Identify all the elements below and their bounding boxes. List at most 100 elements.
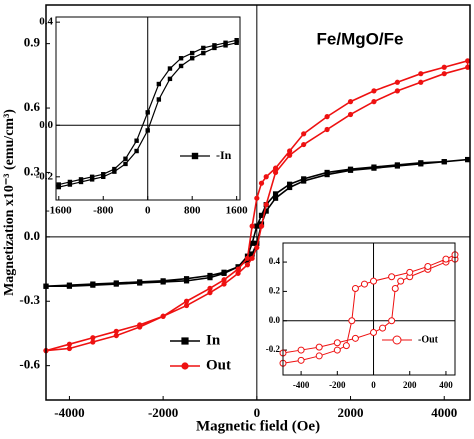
y-tick-label: -0.6 bbox=[19, 357, 40, 372]
marker bbox=[145, 128, 150, 133]
y-tick-label: -0.3 bbox=[19, 292, 40, 307]
x-tick-label: 800 bbox=[184, 205, 201, 217]
marker bbox=[123, 156, 128, 161]
marker bbox=[145, 110, 150, 115]
x-tick-label: 0 bbox=[371, 380, 376, 390]
marker bbox=[301, 131, 307, 137]
y-tick-label: 0.4 bbox=[269, 256, 281, 266]
x-tick-label: 1600 bbox=[226, 205, 249, 217]
marker bbox=[207, 275, 213, 281]
marker bbox=[272, 165, 279, 171]
x-tick-label: 4000 bbox=[431, 405, 457, 420]
marker bbox=[348, 317, 356, 325]
marker bbox=[90, 339, 96, 345]
y-tick-label: 0.0 bbox=[269, 315, 281, 325]
marker bbox=[56, 182, 61, 187]
x-tick-label: -800 bbox=[93, 205, 114, 217]
y-tick-label: 0.4 bbox=[39, 16, 53, 28]
marker bbox=[134, 148, 139, 154]
frame bbox=[55, 16, 241, 201]
marker bbox=[178, 56, 184, 61]
inset-background bbox=[283, 243, 455, 375]
marker bbox=[244, 255, 251, 261]
marker bbox=[244, 262, 251, 268]
marker bbox=[56, 184, 61, 190]
marker bbox=[315, 352, 323, 360]
marker bbox=[333, 346, 341, 354]
marker bbox=[167, 76, 173, 82]
marker bbox=[66, 283, 73, 289]
marker bbox=[388, 273, 396, 281]
marker bbox=[90, 282, 96, 288]
legend-label: Out bbox=[206, 357, 231, 373]
marker bbox=[183, 298, 190, 304]
y-tick-label: 0.9 bbox=[24, 35, 41, 50]
x-tick-label: 0 bbox=[145, 205, 151, 217]
marker bbox=[301, 176, 307, 182]
marker bbox=[351, 284, 359, 292]
marker bbox=[234, 37, 239, 43]
marker bbox=[160, 313, 166, 319]
marker bbox=[101, 172, 106, 177]
marker bbox=[113, 332, 119, 339]
marker bbox=[371, 164, 377, 170]
marker bbox=[221, 277, 227, 283]
x-tick-label: -4000 bbox=[54, 405, 84, 420]
marker bbox=[465, 58, 471, 64]
marker bbox=[254, 240, 260, 246]
marker bbox=[254, 195, 260, 201]
marker bbox=[324, 114, 330, 120]
marker bbox=[66, 345, 73, 352]
annotation: Fe/MgO/Fe bbox=[317, 29, 404, 48]
marker bbox=[234, 40, 239, 45]
marker bbox=[406, 268, 414, 276]
legend-label: -Out bbox=[418, 334, 439, 345]
marker bbox=[397, 277, 405, 285]
marker bbox=[221, 270, 227, 276]
y-tick-label: -0.2 bbox=[266, 344, 281, 354]
x-tick-label: 2000 bbox=[338, 405, 364, 420]
marker bbox=[78, 179, 84, 185]
frame bbox=[282, 242, 456, 376]
marker bbox=[101, 174, 106, 180]
marker bbox=[272, 191, 279, 197]
marker bbox=[324, 126, 330, 133]
marker bbox=[89, 177, 95, 182]
marker bbox=[379, 324, 387, 332]
marker bbox=[263, 174, 269, 180]
x-tick-label: 400 bbox=[439, 380, 453, 390]
marker bbox=[287, 148, 293, 154]
marker bbox=[272, 169, 279, 176]
marker bbox=[258, 180, 265, 186]
marker bbox=[207, 290, 213, 296]
marker bbox=[189, 56, 195, 61]
marker bbox=[183, 302, 190, 309]
marker bbox=[249, 255, 255, 261]
marker bbox=[201, 50, 206, 56]
marker bbox=[418, 71, 424, 77]
marker bbox=[137, 280, 143, 286]
marker bbox=[235, 266, 241, 272]
marker bbox=[66, 341, 73, 347]
marker bbox=[78, 177, 84, 182]
x-axis-label: Magnetic field (Oe) bbox=[196, 418, 320, 434]
y-tick-label: 0.3 bbox=[24, 163, 41, 178]
marker bbox=[223, 43, 228, 48]
x-tick-label: -2000 bbox=[148, 405, 178, 420]
marker bbox=[67, 182, 73, 187]
y-tick-label: 0.0 bbox=[39, 119, 53, 131]
marker bbox=[212, 43, 217, 48]
marker bbox=[137, 324, 143, 330]
marker bbox=[424, 262, 432, 270]
marker bbox=[370, 328, 378, 336]
marker bbox=[207, 285, 213, 291]
x-tick-label: -1600 bbox=[46, 205, 72, 217]
marker bbox=[212, 45, 217, 51]
marker bbox=[360, 280, 368, 288]
frame bbox=[45, 4, 471, 401]
marker bbox=[388, 317, 396, 325]
marker bbox=[351, 334, 359, 342]
y-tick-label: 0.2 bbox=[269, 285, 281, 295]
marker bbox=[342, 342, 350, 350]
